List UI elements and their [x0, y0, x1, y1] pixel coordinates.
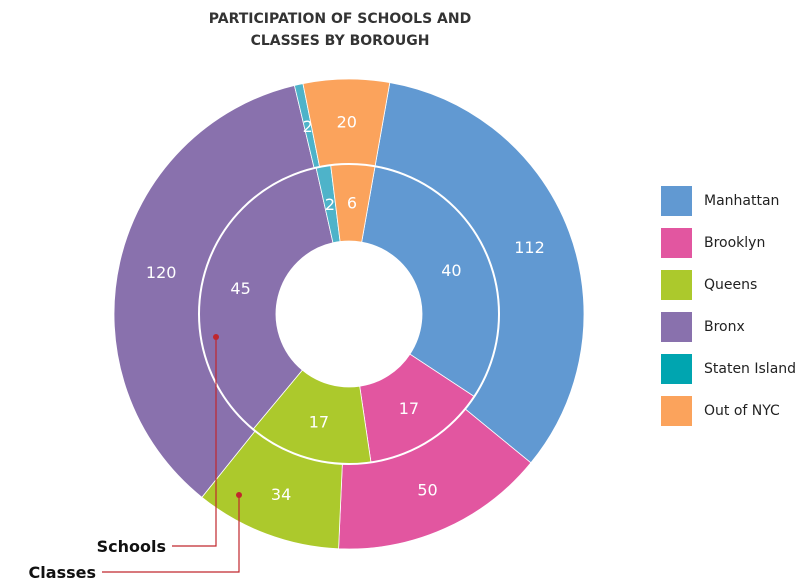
schools-callout-dot [213, 334, 219, 340]
classes-value-label-bronx: 120 [146, 263, 177, 282]
schools-value-label-out-of-nyc: 6 [347, 194, 357, 213]
ring-divider [198, 163, 500, 465]
chart-title-line-1: PARTICIPATION OF SCHOOLS AND [208, 11, 472, 27]
classes-value-label-out-of-nyc: 20 [337, 113, 357, 132]
legend-swatch-queens [661, 270, 692, 300]
legend-swatch-manhattan [661, 186, 692, 216]
chart-title: PARTICIPATION OF SCHOOLS AND CLASSES BY … [190, 8, 490, 52]
schools-value-label-bronx: 45 [230, 279, 250, 298]
legend: Manhattan Brooklyn Queens Bronx Staten I… [661, 186, 796, 438]
schools-value-label-manhattan: 40 [441, 261, 461, 280]
chart-title-line-2: CLASSES BY BOROUGH [250, 33, 430, 49]
schools-value-label-staten-island: 2 [325, 195, 335, 214]
legend-label-manhattan: Manhattan [704, 193, 780, 209]
classes-value-label-staten-island: 2 [303, 117, 313, 136]
outer-ring-classes [113, 78, 585, 550]
schools-callout-label: Schools [97, 537, 166, 556]
legend-label-brooklyn: Brooklyn [704, 235, 766, 251]
legend-label-out-of-nyc: Out of NYC [704, 403, 780, 419]
classes-value-label-brooklyn: 50 [417, 481, 437, 500]
classes-value-label-manhattan: 112 [514, 238, 545, 257]
schools-value-label-queens: 17 [309, 412, 329, 431]
legend-swatch-out-of-nyc [661, 396, 692, 426]
classes-callout-line [102, 495, 240, 573]
legend-item-bronx: Bronx [661, 312, 796, 342]
legend-swatch-bronx [661, 312, 692, 342]
legend-swatch-brooklyn [661, 228, 692, 258]
legend-item-out-of-nyc: Out of NYC [661, 396, 796, 426]
legend-label-staten-island: Staten Island [704, 361, 797, 377]
legend-label-bronx: Bronx [704, 319, 745, 335]
classes-callout-label: Classes [29, 563, 96, 582]
legend-item-brooklyn: Brooklyn [661, 228, 796, 258]
callouts: Schools Classes [29, 334, 242, 582]
legend-item-staten-island: Staten Island [661, 354, 796, 384]
classes-value-label-queens: 34 [271, 485, 291, 504]
legend-label-queens: Queens [704, 277, 758, 293]
legend-item-queens: Queens [661, 270, 796, 300]
classes-callout-dot [236, 492, 242, 498]
schools-value-label-brooklyn: 17 [399, 399, 419, 418]
legend-item-manhattan: Manhattan [661, 186, 796, 216]
legend-swatch-staten-island [661, 354, 692, 384]
schools-callout-line [172, 337, 217, 547]
